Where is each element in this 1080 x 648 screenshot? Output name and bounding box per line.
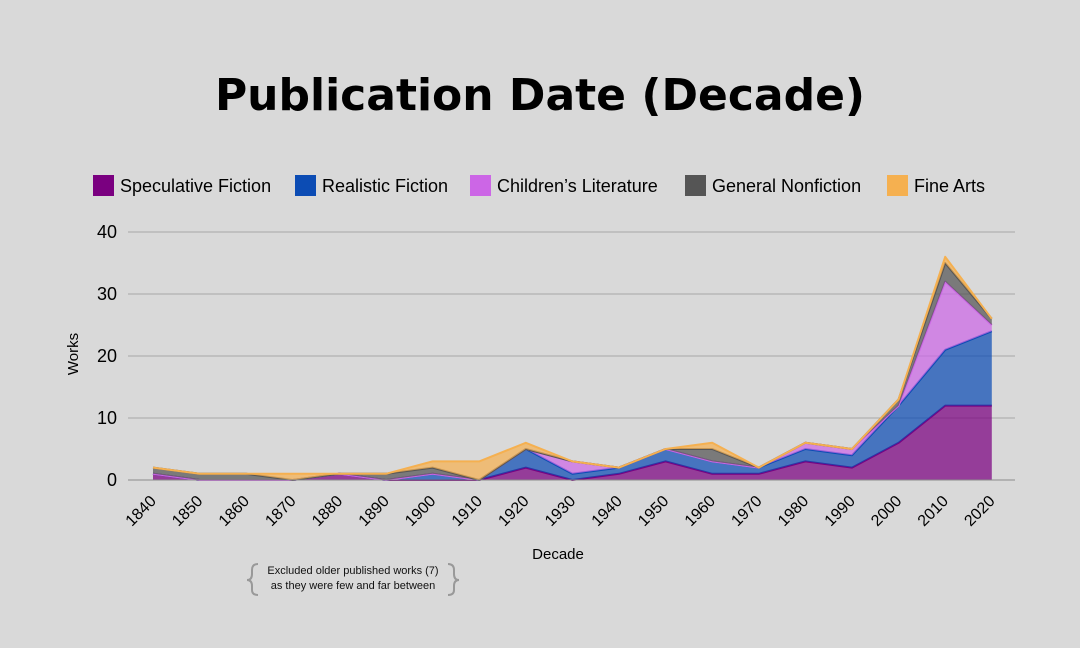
x-tick-label: 1890 xyxy=(356,493,393,530)
legend-swatch xyxy=(93,175,114,196)
legend-swatch xyxy=(887,175,908,196)
legend-label: Fine Arts xyxy=(914,176,985,196)
x-tick-label: 1910 xyxy=(449,493,486,530)
x-tick-label: 1860 xyxy=(216,493,253,530)
right-brace xyxy=(447,563,460,596)
legend-item: General Nonfiction xyxy=(685,175,861,196)
x-axis-ticks: 1840 1850 1860 1870 1880 1890 1900 1910 1920 1930… xyxy=(123,493,999,530)
x-tick-label: 1950 xyxy=(635,493,672,530)
legend-label: Realistic Fiction xyxy=(322,176,448,196)
area-speculative-fiction xyxy=(153,405,992,480)
y-axis-label: Works xyxy=(65,333,82,375)
x-tick-label: 1880 xyxy=(309,493,346,530)
x-tick-label: 2010 xyxy=(915,493,952,530)
x-tick-label: 1920 xyxy=(495,493,532,530)
legend-label: Speculative Fiction xyxy=(120,176,271,196)
x-tick-label: 1980 xyxy=(775,493,812,530)
area-series xyxy=(152,255,993,481)
x-tick-label: 1990 xyxy=(822,493,859,530)
legend-item: Fine Arts xyxy=(887,175,985,196)
legend-label: General Nonfiction xyxy=(712,176,861,196)
x-tick-label: 1850 xyxy=(169,493,206,530)
x-tick-label: 1970 xyxy=(728,493,765,530)
x-tick-label: 2000 xyxy=(868,493,905,530)
annotation-line-1: Excluded older published works (7) xyxy=(267,565,438,577)
legend-swatch xyxy=(295,175,316,196)
x-tick-label: 1870 xyxy=(262,493,299,530)
legend-item: Realistic Fiction xyxy=(295,175,448,196)
x-tick-label: 1960 xyxy=(682,493,719,530)
y-tick-label: 30 xyxy=(97,284,117,304)
y-tick-label: 10 xyxy=(97,408,117,428)
legend-label: Children’s Literature xyxy=(497,176,658,196)
annotation-line-2: as they were few and far between xyxy=(271,580,435,592)
x-tick-label: 1940 xyxy=(589,493,626,530)
left-brace xyxy=(246,563,259,596)
legend-swatch xyxy=(685,175,706,196)
x-axis-label: Decade xyxy=(532,546,584,563)
x-tick-label: 1900 xyxy=(402,493,439,530)
chart-title: Publication Date (Decade) xyxy=(215,70,865,121)
x-tick-label: 1840 xyxy=(123,493,160,530)
legend-item: Speculative Fiction xyxy=(93,175,271,196)
area-realistic-fiction xyxy=(153,331,992,480)
y-tick-label: 0 xyxy=(107,470,117,490)
series-line xyxy=(152,255,993,475)
legend: Speculative Fiction Realistic Fiction Chil… xyxy=(93,175,985,196)
legend-swatch xyxy=(470,175,491,196)
y-tick-label: 20 xyxy=(97,346,117,366)
y-tick-label: 40 xyxy=(97,222,117,242)
x-tick-label: 2020 xyxy=(961,493,998,530)
y-axis-ticks: 0 10 20 30 40 xyxy=(97,222,117,490)
annotation: Excluded older published works (7) as th… xyxy=(246,563,460,596)
legend-item: Children’s Literature xyxy=(470,175,658,196)
x-tick-label: 1930 xyxy=(542,493,579,530)
